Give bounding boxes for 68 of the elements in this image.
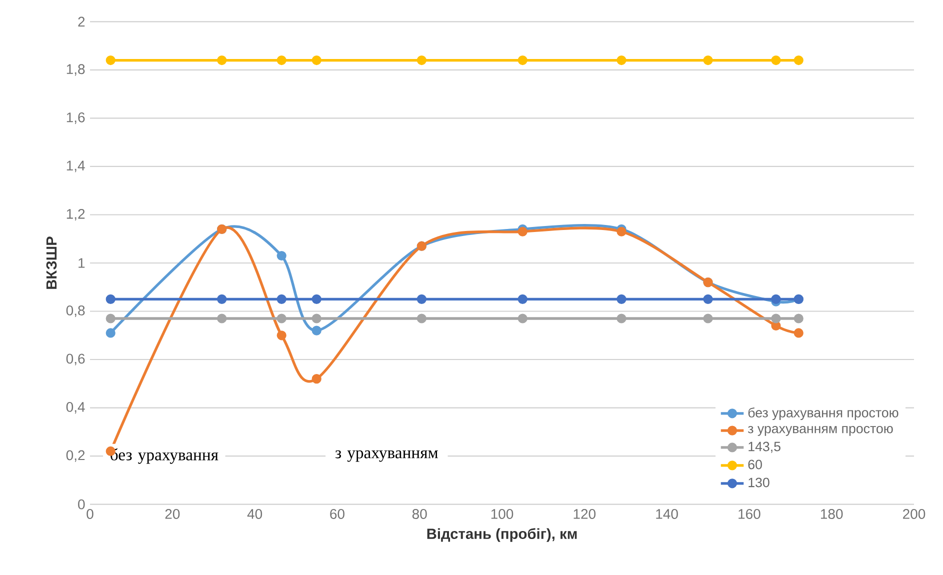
point (106, 314, 116, 324)
point (276, 55, 286, 66)
point (794, 314, 804, 324)
x-axis-title: Відстань (пробіг), км (427, 528, 577, 542)
point (518, 226, 528, 236)
point (276, 250, 286, 261)
point (794, 55, 804, 66)
x-tick-label: 120 (574, 509, 596, 519)
y-tick-label: 1,6 (66, 112, 85, 124)
x-tick-label: 40 (247, 509, 262, 519)
legend-label: з урахуванням простою (748, 426, 893, 436)
y-tick-label: 1,2 (66, 208, 85, 221)
point (616, 314, 626, 324)
x-tick-label: 100 (491, 509, 514, 519)
x-tick-label: 0 (86, 509, 94, 519)
point (312, 294, 322, 304)
annotation: з урахуванням (335, 450, 438, 462)
y-tick-label: 0,6 (66, 354, 85, 366)
point (771, 294, 781, 304)
point (518, 314, 528, 324)
point (312, 314, 322, 324)
legend-label: 60 (748, 460, 762, 470)
point (616, 226, 626, 236)
point (518, 294, 528, 304)
point (416, 55, 426, 66)
point (771, 55, 781, 66)
y-tick-label: 2 (78, 16, 85, 27)
point (703, 294, 713, 304)
y-tick-label: 1,4 (66, 160, 85, 172)
point (703, 55, 713, 66)
point (106, 55, 116, 66)
x-tick-label: 60 (330, 509, 344, 519)
y-tick-label: 0 (78, 499, 85, 510)
x-tick-label: 200 (903, 509, 926, 519)
x-tick-label: 80 (412, 509, 427, 519)
point (276, 294, 286, 304)
point (312, 374, 322, 384)
point (771, 320, 781, 331)
legend-label: 143,5 (748, 442, 780, 453)
point (794, 328, 804, 338)
x-tick-label: 140 (656, 509, 678, 519)
point (771, 314, 781, 324)
point (703, 314, 713, 324)
point (312, 55, 322, 66)
point (616, 294, 626, 304)
y-tick-label: 0,2 (66, 450, 85, 462)
point (217, 55, 227, 66)
legend-label: 130 (748, 478, 770, 488)
point (276, 314, 286, 324)
y-axis-title: ВКЗШР (46, 236, 57, 289)
y-tick-label: 0,8 (66, 305, 85, 318)
x-tick-label: 20 (165, 509, 180, 519)
point (217, 294, 227, 304)
point (518, 55, 528, 66)
point (106, 328, 116, 338)
legend-label: без урахування простою (748, 408, 898, 420)
point (217, 314, 227, 324)
y-tick-label: 0,4 (66, 402, 85, 414)
point (312, 326, 322, 336)
y-tick-label: 1,8 (66, 64, 85, 76)
point (276, 330, 286, 340)
point (416, 294, 426, 304)
point (106, 294, 116, 304)
x-tick-label: 180 (820, 509, 843, 519)
x-tick-label: 160 (738, 509, 760, 519)
point (616, 55, 626, 66)
point (416, 314, 426, 324)
y-tick-label: 1 (78, 258, 85, 268)
